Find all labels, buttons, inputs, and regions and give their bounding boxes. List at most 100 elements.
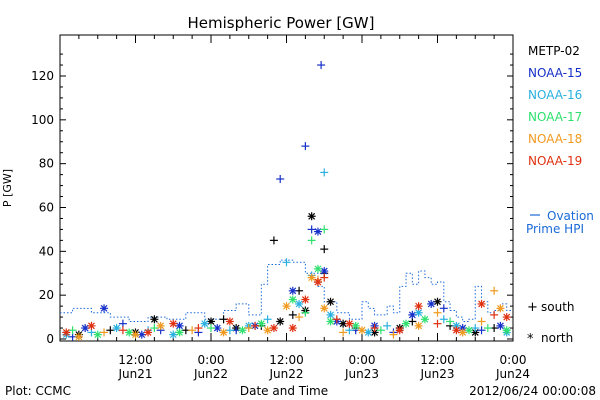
data-point-noaa-15 — [288, 286, 297, 295]
data-point-metp-02 — [433, 297, 442, 306]
data-point-noaa-15 — [301, 142, 310, 151]
data-point-metp-02 — [150, 315, 159, 324]
data-point-noaa-19 — [118, 326, 127, 335]
data-point-noaa-16 — [225, 326, 234, 335]
x-tick-label-day: Jun24 — [495, 367, 530, 381]
legend-item-noaa-16: NOAA-16 — [528, 88, 582, 102]
data-point-metp-02 — [219, 315, 228, 324]
data-point-noaa-19 — [225, 317, 234, 326]
data-point-noaa-17 — [326, 317, 335, 326]
data-point-noaa-19 — [288, 324, 297, 333]
data-point-noaa-16 — [200, 319, 209, 328]
data-point-noaa-18 — [244, 324, 253, 333]
data-point-noaa-18 — [156, 321, 165, 330]
x-tick-label-time: 12:00 — [269, 353, 304, 367]
data-point-noaa-17 — [207, 324, 215, 333]
chart-title: Hemispheric Power [GW] — [188, 14, 375, 32]
data-point-noaa-17 — [446, 317, 455, 326]
ovation-line — [60, 259, 513, 322]
data-point-noaa-15 — [317, 61, 326, 70]
data-point-metp-02 — [326, 297, 335, 306]
x-tick-label-time: 12:00 — [118, 353, 153, 367]
legend-north: * north — [527, 331, 573, 347]
legend-north-label: north — [541, 331, 573, 345]
legend-item-noaa-18: NOAA-18 — [528, 132, 582, 146]
data-point-noaa-19 — [313, 278, 322, 287]
data-point-noaa-17 — [307, 236, 316, 245]
data-point-noaa-19 — [370, 324, 379, 333]
data-point-noaa-19 — [301, 295, 310, 304]
data-point-noaa-19 — [251, 321, 260, 330]
data-point-metp-02 — [269, 236, 278, 245]
y-tick-label: 120 — [31, 69, 54, 83]
data-point-noaa-16 — [295, 299, 304, 308]
data-point-noaa-18 — [219, 328, 228, 337]
data-point-noaa-17 — [288, 295, 297, 304]
data-point-noaa-19 — [144, 328, 153, 337]
data-point-noaa-18 — [74, 332, 83, 341]
data-point-metp-02 — [106, 326, 115, 335]
plus-marker-icon: + — [527, 300, 538, 315]
y-tick-label: 100 — [31, 113, 54, 127]
data-points-layer — [62, 61, 511, 341]
data-point-noaa-17 — [175, 328, 184, 337]
legend-south-label: south — [541, 300, 575, 314]
y-axis-label: P [GW] — [1, 169, 14, 207]
x-tick-label-time: 0:00 — [198, 353, 225, 367]
data-point-noaa-17 — [313, 264, 322, 273]
data-point-noaa-18 — [389, 330, 398, 339]
legend-ovation-label-1: Ovation — [547, 209, 594, 223]
data-point-noaa-15 — [81, 324, 90, 333]
legend-item-noaa-17: NOAA-17 — [528, 110, 582, 124]
data-point-noaa-18 — [458, 328, 467, 337]
data-point-noaa-18 — [490, 286, 499, 295]
data-point-noaa-18 — [414, 321, 423, 330]
data-point-noaa-16 — [383, 321, 392, 330]
data-point-noaa-17 — [320, 225, 329, 234]
data-point-noaa-15 — [313, 227, 322, 236]
data-point-noaa-19 — [490, 310, 499, 319]
data-point-noaa-15 — [276, 175, 285, 184]
data-point-noaa-18 — [307, 273, 316, 282]
data-point-noaa-19 — [62, 328, 71, 337]
data-point-noaa-16 — [364, 328, 373, 337]
data-point-noaa-16 — [471, 324, 480, 333]
data-point-noaa-18 — [433, 308, 442, 317]
data-point-noaa-17 — [301, 308, 310, 317]
x-tick-label-day: Jun22 — [193, 367, 228, 381]
data-point-noaa-17 — [420, 315, 429, 324]
legend-item-noaa-15: NOAA-15 — [528, 66, 582, 80]
y-tick-label: 60 — [39, 201, 54, 215]
legend-item-noaa-19: NOAA-19 — [528, 154, 582, 168]
data-point-noaa-18 — [358, 326, 366, 335]
data-point-noaa-19 — [477, 299, 486, 308]
data-point-noaa-15 — [100, 304, 109, 313]
data-point-noaa-16 — [439, 315, 448, 324]
data-point-noaa-16 — [282, 258, 291, 267]
data-point-noaa-19 — [345, 319, 354, 328]
data-point-noaa-19 — [502, 313, 511, 322]
data-point-noaa-16 — [326, 310, 335, 319]
x-tick-label-time: 0:00 — [349, 353, 376, 367]
data-point-noaa-17 — [351, 321, 360, 330]
data-point-noaa-18 — [339, 328, 348, 337]
data-point-noaa-17 — [93, 330, 102, 339]
legend-ovation-label-2: Prime HPI — [526, 222, 584, 236]
data-point-noaa-18 — [100, 328, 109, 337]
data-point-noaa-18 — [263, 326, 272, 335]
data-point-noaa-16 — [112, 324, 121, 333]
legend: METP-02 NOAA-15 NOAA-16 NOAA-17 NOAA-18 NOAA-… — [528, 44, 582, 168]
data-point-noaa-19 — [332, 315, 341, 324]
data-point-metp-02 — [288, 310, 297, 319]
data-point-noaa-17 — [68, 326, 77, 335]
data-point-noaa-19 — [87, 321, 96, 330]
data-point-noaa-18 — [320, 304, 329, 313]
data-point-noaa-17 — [402, 319, 411, 328]
y-tick-label: 40 — [39, 244, 54, 258]
data-point-metp-02 — [307, 212, 316, 221]
legend-item-metp-02: METP-02 — [528, 44, 580, 58]
x-axis-label: Date and Time — [240, 384, 328, 398]
data-point-noaa-15 — [477, 326, 486, 335]
data-point-metp-02 — [320, 245, 329, 254]
data-point-noaa-16 — [169, 330, 178, 339]
